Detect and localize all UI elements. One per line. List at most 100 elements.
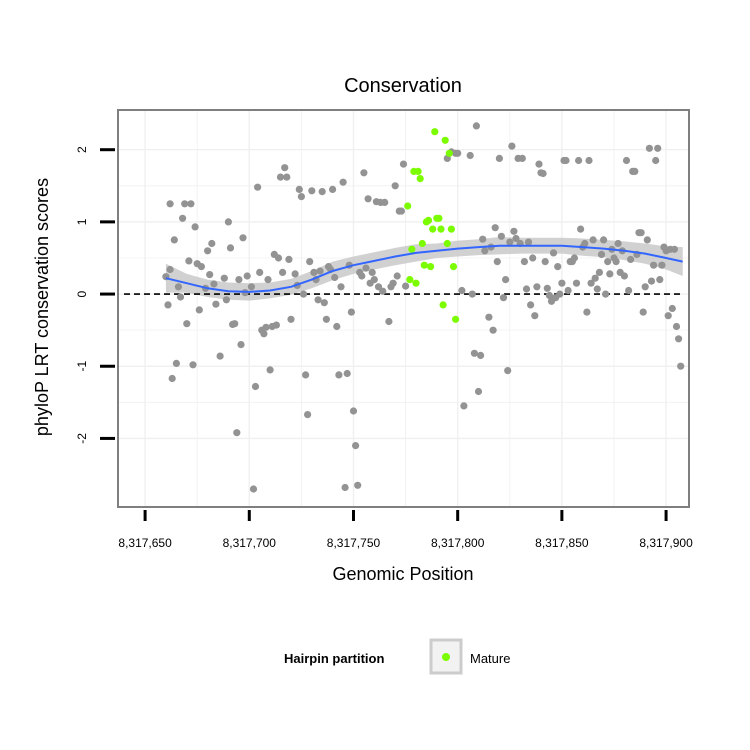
mature-point	[437, 225, 445, 233]
plot-border	[117, 109, 690, 508]
other-point	[231, 320, 239, 328]
other-point	[604, 258, 612, 266]
y-tick-label: 1	[75, 218, 89, 225]
other-point	[302, 371, 310, 379]
other-point	[493, 258, 501, 266]
other-point	[402, 282, 410, 290]
other-point	[520, 258, 529, 266]
other-point	[237, 341, 245, 349]
other-point	[347, 308, 355, 316]
other-point	[322, 315, 330, 323]
other-point	[197, 263, 205, 271]
other-point	[343, 369, 351, 378]
other-point	[168, 374, 176, 383]
other-point	[185, 257, 193, 265]
other-point	[176, 293, 185, 301]
other-point	[535, 160, 543, 168]
x-tick-label: 8,317,900	[639, 536, 693, 550]
other-point	[558, 279, 566, 287]
other-point	[670, 245, 679, 253]
other-point	[235, 276, 243, 284]
mature-point	[404, 202, 412, 210]
other-point	[641, 283, 649, 291]
other-point	[637, 229, 645, 237]
mature-point	[424, 216, 433, 224]
x-tick-label: 8,317,850	[535, 536, 589, 550]
other-point	[600, 236, 608, 244]
other-point	[675, 335, 683, 343]
other-point	[329, 185, 337, 193]
other-point	[533, 283, 541, 291]
other-point	[239, 234, 247, 242]
other-point	[339, 178, 347, 186]
other-point	[314, 296, 322, 304]
other-point	[362, 264, 370, 272]
other-point	[549, 249, 558, 257]
legend-title: Hairpin partition	[284, 651, 384, 666]
mature-point	[431, 128, 439, 136]
mature-point	[418, 239, 426, 248]
other-point	[306, 258, 314, 266]
other-point	[564, 286, 572, 295]
other-point	[577, 225, 585, 233]
other-point	[585, 156, 593, 165]
other-point	[341, 483, 349, 492]
other-point	[170, 236, 178, 244]
other-point	[249, 485, 258, 493]
other-point	[381, 198, 389, 206]
other-point	[220, 274, 228, 282]
other-point	[210, 280, 218, 288]
other-point	[602, 290, 610, 298]
other-point	[385, 317, 393, 326]
other-point	[477, 351, 485, 359]
other-point	[333, 322, 341, 331]
other-point	[474, 387, 483, 396]
other-point	[458, 286, 466, 295]
other-point	[466, 151, 474, 160]
other-point	[183, 320, 191, 328]
other-point	[287, 315, 295, 323]
other-point	[502, 276, 510, 284]
legend-label-mature: Mature	[470, 651, 510, 666]
other-point	[354, 481, 362, 489]
other-point	[283, 173, 291, 181]
other-point	[593, 285, 601, 293]
other-point	[627, 255, 635, 263]
mature-point	[452, 315, 460, 323]
other-point	[639, 308, 647, 316]
mature-point	[408, 245, 416, 253]
other-point	[179, 214, 187, 222]
other-point	[260, 330, 268, 338]
other-point	[262, 323, 270, 331]
other-point	[591, 274, 599, 282]
other-point	[295, 185, 303, 193]
other-point	[529, 254, 537, 262]
x-tick-label: 8,317,750	[327, 536, 381, 550]
other-point	[668, 304, 676, 313]
other-point	[570, 254, 579, 262]
other-point	[352, 442, 360, 450]
other-point	[349, 407, 358, 415]
other-point	[181, 200, 189, 208]
other-point	[166, 265, 174, 274]
other-point	[539, 169, 547, 178]
other-point	[254, 183, 262, 191]
other-point	[677, 362, 685, 370]
other-point	[491, 224, 499, 232]
other-point	[672, 322, 681, 331]
x-axis: 8,317,650 8,317,700 8,317,750 8,317,800 8,31…	[118, 510, 693, 550]
other-point	[481, 247, 489, 255]
other-point	[614, 239, 622, 248]
other-point	[643, 236, 651, 244]
other-point	[518, 154, 526, 162]
other-point	[589, 236, 597, 244]
other-point	[195, 306, 203, 314]
other-point	[543, 284, 551, 292]
other-point	[264, 276, 272, 284]
mature-point	[406, 276, 414, 284]
other-point	[508, 142, 516, 150]
other-point	[164, 301, 172, 309]
other-point	[645, 144, 654, 152]
other-point	[360, 169, 368, 177]
